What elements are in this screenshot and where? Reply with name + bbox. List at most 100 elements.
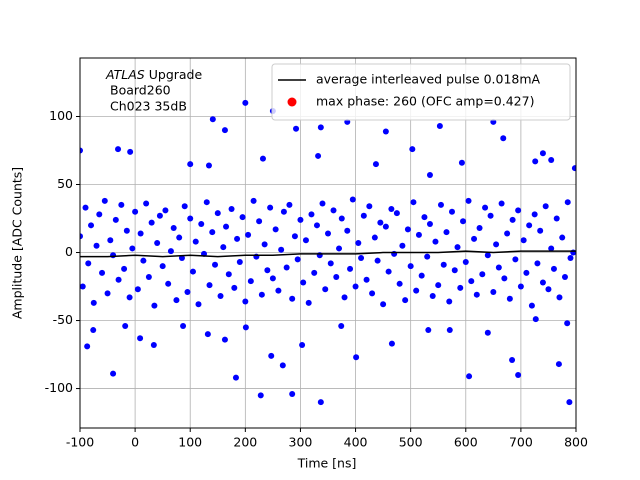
data-point: [435, 282, 442, 289]
data-point: [150, 342, 157, 349]
y-tick-label: -100: [45, 380, 73, 395]
annotation-text: Upgrade: [149, 67, 203, 82]
data-point: [372, 161, 379, 168]
data-point: [413, 287, 420, 294]
data-point: [504, 230, 511, 237]
data-point: [115, 276, 122, 283]
data-point: [173, 297, 180, 304]
data-point: [382, 223, 389, 230]
data-point: [402, 297, 409, 304]
data-point: [531, 211, 538, 218]
data-point: [80, 283, 86, 290]
data-point: [545, 286, 552, 293]
data-point: [267, 204, 274, 211]
data-point: [176, 234, 183, 241]
data-point: [305, 299, 312, 306]
data-point: [289, 390, 296, 397]
data-point: [338, 322, 345, 329]
data-point: [195, 301, 202, 308]
data-point: [460, 218, 467, 225]
data-point: [311, 269, 318, 276]
data-point: [204, 331, 211, 338]
x-tick-label: 200: [233, 435, 257, 450]
data-point: [377, 219, 384, 226]
data-point: [548, 157, 555, 164]
legend-box: [271, 63, 571, 121]
data-point: [555, 361, 562, 368]
data-point: [268, 352, 275, 359]
data-point: [487, 212, 494, 219]
data-point: [107, 237, 114, 244]
data-point: [165, 280, 172, 287]
data-point: [556, 294, 563, 301]
data-point: [127, 148, 134, 155]
data-point: [336, 245, 343, 252]
data-point: [90, 299, 97, 306]
data-point: [495, 264, 502, 271]
data-point: [473, 291, 480, 298]
line: [80, 250, 576, 258]
data-point: [198, 220, 205, 227]
data-point: [126, 294, 133, 301]
data-point: [257, 392, 264, 399]
data-point: [388, 340, 395, 347]
plot-area: [80, 99, 576, 406]
data-point: [371, 234, 378, 241]
data-point: [476, 225, 483, 232]
data-point: [374, 257, 381, 264]
data-point: [231, 284, 238, 291]
data-point: [280, 208, 287, 215]
data-point: [291, 233, 298, 240]
data-point: [84, 343, 91, 350]
data-point: [515, 371, 522, 378]
data-point: [490, 288, 497, 295]
data-point: [421, 214, 428, 221]
data-point: [344, 227, 351, 234]
data-point: [457, 284, 464, 291]
legend-label: average interleaved pulse 0.018mA: [316, 72, 541, 87]
data-point: [517, 283, 524, 290]
data-point: [534, 260, 541, 267]
data-point: [209, 229, 216, 236]
x-tick-label: 700: [509, 435, 533, 450]
data-point: [137, 230, 144, 237]
data-point: [548, 245, 555, 252]
data-point: [454, 244, 461, 251]
data-point: [355, 240, 362, 246]
data-point: [393, 210, 400, 217]
data-point: [221, 127, 228, 134]
data-point: [532, 316, 539, 323]
data-point: [272, 226, 279, 233]
data-point: [426, 171, 433, 178]
data-point: [509, 216, 516, 223]
data-point: [293, 125, 300, 132]
data-point: [566, 399, 573, 406]
data-point: [432, 238, 439, 245]
data-point: [443, 229, 450, 236]
data-point: [297, 216, 304, 223]
data-point: [437, 201, 444, 208]
data-point: [315, 152, 322, 159]
data-point: [564, 199, 571, 206]
data-point: [203, 199, 210, 206]
data-point: [440, 261, 447, 268]
y-tick-label: 50: [57, 176, 73, 191]
data-point: [327, 260, 334, 267]
data-point: [154, 240, 161, 246]
data-point: [399, 242, 406, 249]
data-point: [214, 210, 221, 217]
data-point: [225, 271, 232, 278]
data-point: [187, 215, 194, 222]
data-point: [80, 147, 83, 154]
data-point: [338, 215, 345, 222]
data-point: [132, 208, 139, 215]
data-point: [192, 238, 199, 245]
legend-swatch: [287, 97, 297, 107]
data-point: [564, 320, 571, 327]
data-point: [458, 159, 465, 166]
data-point: [145, 274, 152, 281]
data-point: [302, 237, 309, 244]
data-point: [353, 354, 360, 361]
annotation: Board260: [110, 83, 171, 98]
data-point: [409, 146, 416, 153]
